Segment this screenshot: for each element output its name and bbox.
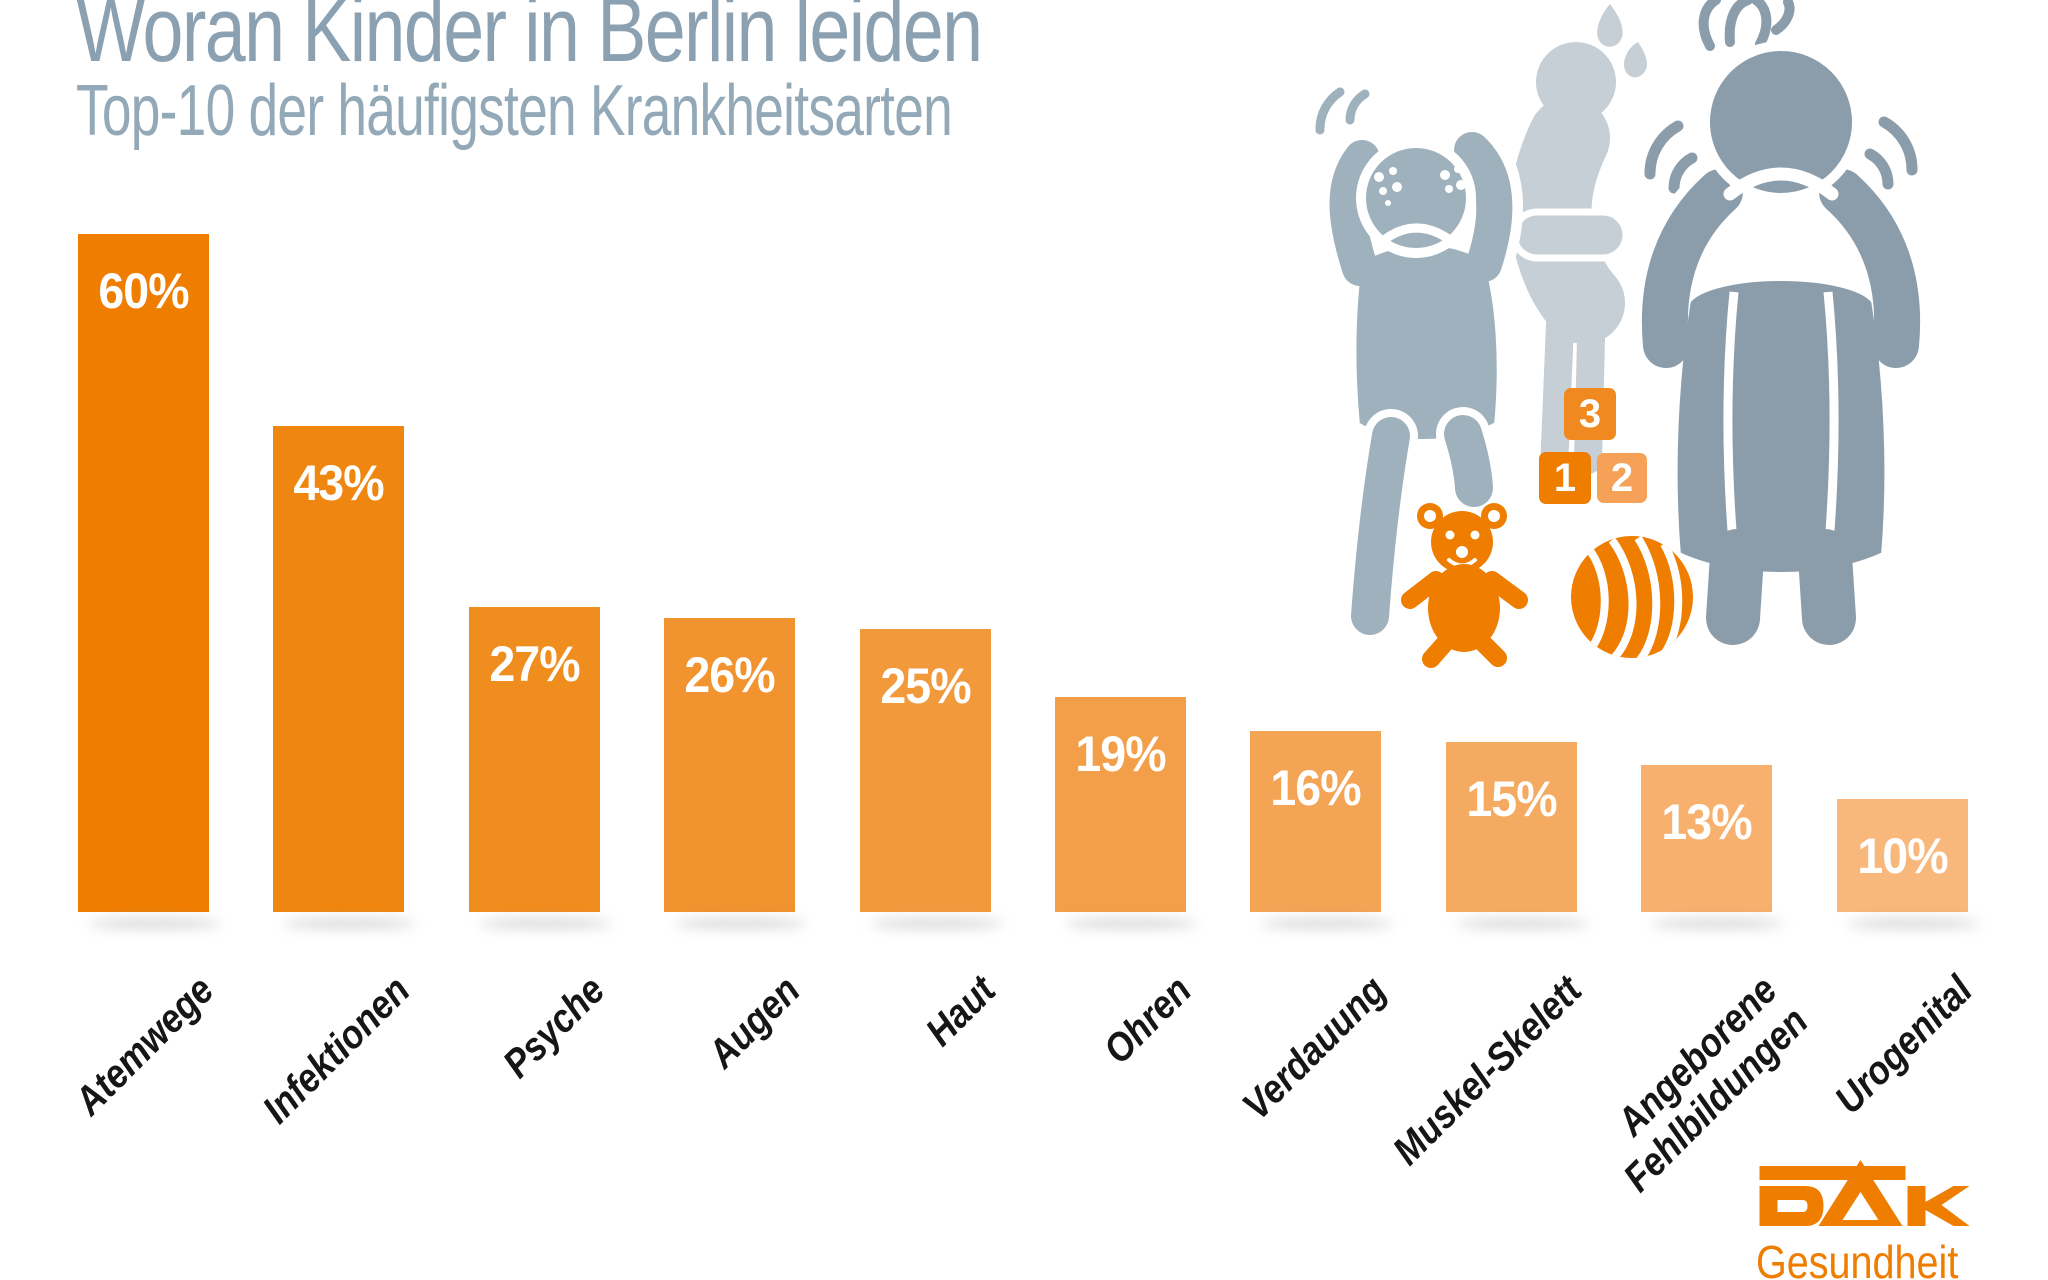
bar-value-label: 27%	[489, 636, 580, 692]
bar-value-label: 19%	[1075, 726, 1166, 782]
block-2	[1597, 453, 1647, 503]
head	[1700, 41, 1862, 203]
category-label: Atemwege	[67, 968, 223, 1124]
bar-value-label: 60%	[98, 263, 189, 319]
category-label: Urogenital	[1827, 968, 1982, 1123]
arm	[1641, 169, 1743, 368]
category-label: Verdauung	[1234, 968, 1396, 1129]
bar: 19%	[1055, 697, 1186, 912]
scratch-motion-arc	[1345, 89, 1370, 125]
block-number: 1	[1554, 456, 1576, 500]
dak-logo-mark	[1759, 1160, 1970, 1226]
leg	[1351, 417, 1410, 635]
block-number: 2	[1611, 456, 1633, 500]
bar-value-label: 43%	[293, 455, 385, 511]
bar-value-label: 15%	[1466, 771, 1557, 827]
block-1	[1539, 452, 1591, 504]
bar: 15%	[1445, 742, 1577, 912]
crossed-arms	[1510, 208, 1630, 262]
category-label: Augen	[700, 968, 809, 1077]
category-label: Muskel-Skelett	[1385, 968, 1591, 1174]
sweat-drop-icon	[1597, 4, 1623, 47]
teddy-bear-icon	[1401, 503, 1528, 668]
logo-top-bar	[1759, 1166, 1906, 1180]
category-label: Haut	[917, 968, 1005, 1055]
sad-mouth	[1379, 223, 1455, 245]
leg	[1444, 415, 1493, 507]
bar-value-label: 25%	[879, 658, 971, 714]
torso	[1667, 271, 1895, 582]
bar: 60%	[78, 234, 209, 912]
bar: 16%	[1250, 731, 1382, 912]
sweat-drop-icon	[1624, 42, 1647, 78]
scratch-motion-arc	[1315, 87, 1345, 135]
category-label: Infektionen	[254, 968, 419, 1132]
leg	[1706, 529, 1764, 645]
bar-value-label: 16%	[1270, 760, 1362, 816]
head	[1356, 138, 1476, 258]
bar-value-label: 26%	[684, 647, 776, 703]
bar: 25%	[859, 629, 991, 912]
dak-logo: Gesundheit	[1756, 1160, 1996, 1280]
category-label: Psyche	[495, 968, 614, 1087]
page-title: Woran Kinder in Berlin leiden	[76, 0, 983, 81]
bar: 13%	[1641, 765, 1773, 912]
bar-value-label: 10%	[1856, 828, 1948, 884]
category-label: Ohren	[1095, 968, 1200, 1073]
anger-scribble-icon	[1698, 0, 1795, 51]
block-number: 3	[1579, 392, 1601, 436]
arm	[1329, 140, 1380, 286]
rash-dots	[1374, 165, 1525, 323]
child-itching-illustration	[1315, 87, 1525, 643]
page-subtitle: Top-10 der häufigsten Krankheitsarten	[76, 71, 953, 151]
vest-line	[1723, 291, 1739, 557]
arm	[1819, 169, 1921, 368]
shake-arcs-icon	[1644, 116, 1918, 194]
logo-tagline: Gesundheit	[1756, 1236, 1959, 1280]
bar: 26%	[664, 618, 796, 912]
child-headache-illustration	[1632, 0, 1930, 645]
logo-letter-k	[1907, 1186, 1970, 1226]
torso	[1346, 235, 1507, 449]
bar: 43%	[273, 426, 405, 912]
leg	[1798, 529, 1856, 645]
bar: 27%	[468, 607, 600, 912]
vest-line	[1823, 291, 1839, 557]
bar: 10%	[1836, 799, 1968, 912]
bar-value-label: 13%	[1661, 794, 1753, 850]
logo-letter-a	[1818, 1160, 1903, 1226]
block-3	[1564, 388, 1616, 440]
ball-icon	[1571, 536, 1693, 658]
sad-mouth	[1723, 167, 1839, 201]
logo-letter-d	[1759, 1186, 1824, 1226]
children-illustration: 3 1 2	[1315, 0, 1930, 668]
arm	[1454, 132, 1513, 282]
number-blocks-icon: 3 1 2	[1539, 388, 1647, 504]
